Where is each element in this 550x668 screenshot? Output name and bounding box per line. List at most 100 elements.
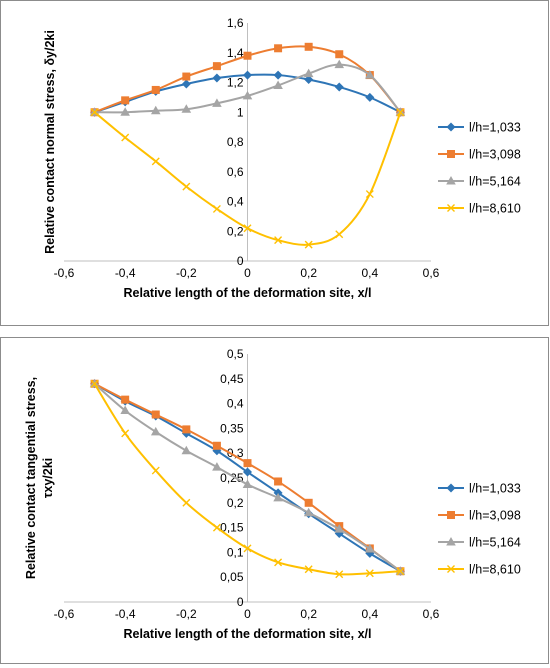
data-point [274,44,283,53]
y-tick-label: 1 [237,105,244,119]
data-point [121,395,130,404]
x-tick-label: -0,6 [54,607,75,621]
data-point [304,240,313,249]
data-point [121,429,130,438]
data-point [243,459,252,468]
tangential-stress-chart: -0,6 -0,4 -0,2 0 0,2 0,4 0,6 0 0,05 0,1 0,15 0,2 0,2… [24,347,521,641]
y-tick-label: 0,3 [227,446,244,460]
data-point [334,82,344,92]
data-point [304,75,314,85]
data-point [182,72,191,81]
legend-item: l/h=5,164 [438,536,521,550]
y-tick-label: 0,35 [220,421,244,435]
data-point [243,70,252,80]
y-tick-label: 0 [237,254,244,268]
data-point [335,50,344,59]
data-point [212,73,222,83]
data-point [335,230,344,239]
normal-stress-chart-panel: -0,6 -0,4 -0,2 0 0,2 0,4 0,6 0 0,2 0,4 0,6 0,8 1 1,2 1… [0,0,549,326]
data-point [121,133,130,142]
legend-marker [446,122,456,132]
legend-item: l/h=1,033 [438,121,521,135]
data-point [273,492,283,502]
y-axis-title-line: τxy/2ki [41,458,55,498]
data-point [151,410,160,419]
data-point [304,498,313,507]
legend: l/h=1,033 l/h=3,098 l/h=5,164 l/h=8,610 [438,121,521,216]
y-tick-label: 0,4 [227,397,244,411]
data-point [274,558,283,567]
y-tick-label: 0,45 [220,372,244,386]
legend-marker [447,565,455,573]
legend-item: l/h=8,610 [438,202,521,216]
data-point [242,90,253,100]
x-tick-label: -0,2 [176,607,197,621]
data-point [365,548,375,558]
legend-item: l/h=5,164 [438,175,521,189]
data-point [334,59,345,69]
y-tick-label: 0,2 [227,224,244,238]
legend-item: l/h=3,098 [438,148,521,162]
x-tick-label: 0,2 [300,607,317,621]
data-point [120,405,130,415]
data-point [151,157,160,166]
data-point [181,104,192,113]
data-point [303,68,314,78]
data-point [182,182,191,191]
x-tick-label: 0,6 [423,266,440,280]
data-point [396,567,405,576]
data-point [365,92,375,102]
data-point [365,569,374,578]
data-point [120,107,130,116]
x-tick-label: -0,4 [115,266,136,280]
data-point [273,70,283,80]
legend-marker [447,511,455,519]
data-point [365,543,375,553]
x-tick-label: 0 [244,266,251,280]
data-point [335,570,344,579]
data-point [90,379,99,388]
x-axis-title: Relative length of the deformation site,… [124,286,372,300]
y-tick-label: 0,2 [227,496,244,510]
x-tick-label: 0,6 [423,607,440,621]
data-point [150,426,161,436]
x-tick-label: -0,2 [176,266,197,280]
data-point [212,98,222,107]
legend-label: l/h=5,164 [469,175,521,189]
data-point [243,467,252,477]
legend-label: l/h=3,098 [469,148,521,162]
data-point [396,108,405,117]
data-point [303,507,314,517]
y-tick-label: 0,15 [220,521,244,535]
data-point [274,236,283,245]
data-point [212,62,221,71]
data-point [151,85,160,94]
y-axis-title: Relative contact normal stress, δy/2ki [43,30,57,254]
y-tick-label: 0,4 [227,195,244,209]
data-point [150,105,161,115]
data-point [273,80,283,89]
data-point [212,523,221,532]
legend-marker [447,150,455,158]
y-tick-label: 1,4 [227,46,244,60]
x-axis-title: Relative length of the deformation site,… [124,627,372,641]
x-tick-label: 0 [244,607,251,621]
y-tick-label: 1,2 [227,76,244,90]
data-point [242,479,253,488]
legend-label: l/h=5,164 [469,536,521,550]
data-point [243,51,252,60]
data-point [304,565,313,574]
legend-marker [446,483,456,493]
data-point [365,190,374,199]
legend-item: l/h=1,033 [438,482,521,496]
data-point [181,445,192,455]
data-point [182,498,191,507]
data-point [181,79,191,89]
y-tick-label: 0,5 [227,347,244,361]
y-tick-label: 0,25 [220,471,244,485]
legend-label: l/h=3,098 [469,509,521,523]
legend-label: l/h=8,610 [469,202,521,216]
legend: l/h=1,033 l/h=3,098 l/h=5,164 l/h=8,610 [438,482,521,577]
data-point [212,441,221,450]
legend-label: l/h=8,610 [469,563,521,577]
